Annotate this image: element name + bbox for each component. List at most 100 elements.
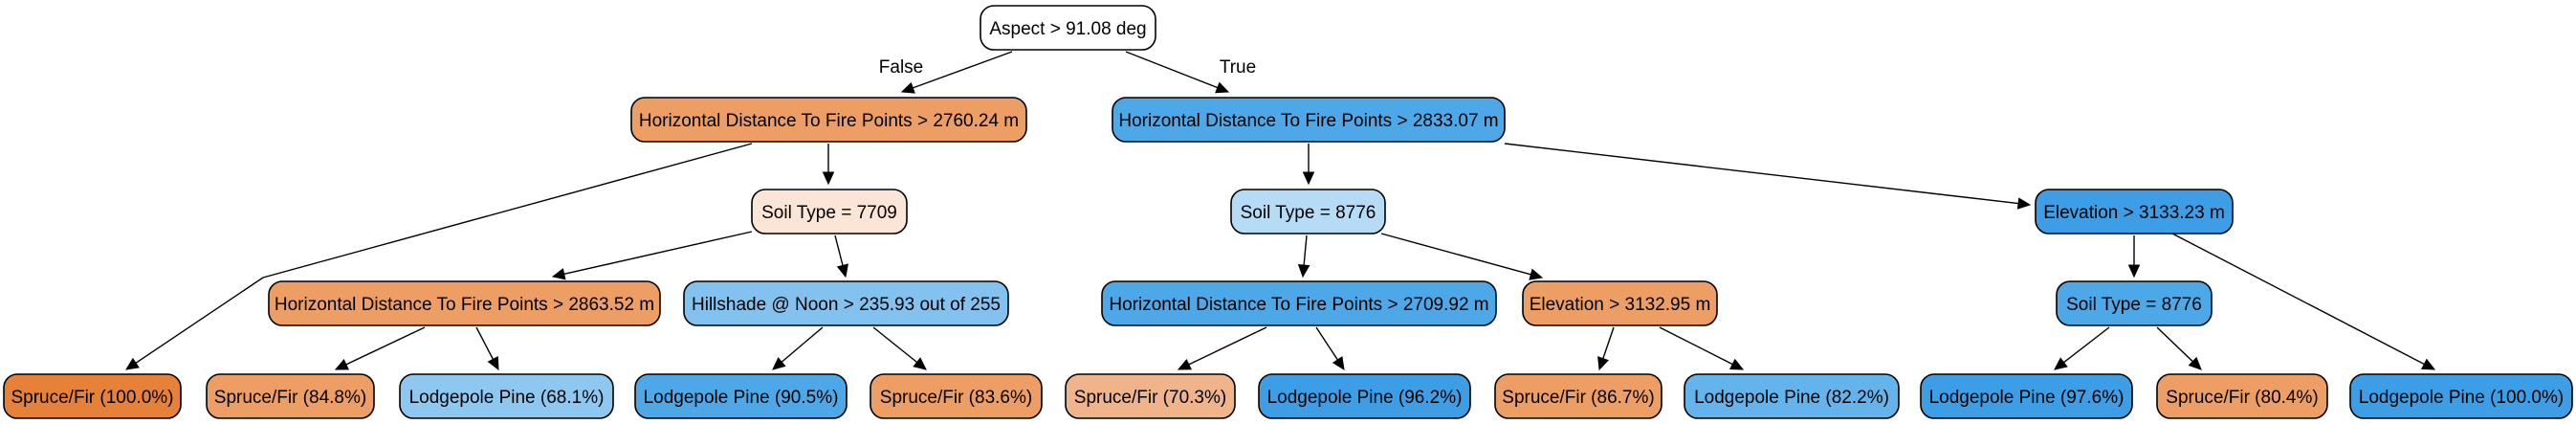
split-node-n9: Elevation > 3132.95 m xyxy=(1522,280,1718,326)
node-label: Soil Type = 7709 xyxy=(761,203,897,223)
node-box xyxy=(2035,189,2234,234)
leaf-node-l1: Spruce/Fir (100.0%) xyxy=(3,373,182,419)
edge-n10-l10 xyxy=(2054,326,2110,370)
edge-line xyxy=(781,326,824,363)
node-label: Spruce/Fir (70.3%) xyxy=(1074,388,1226,408)
node-label: Soil Type = 8776 xyxy=(1241,203,1376,223)
edge-n2-n5 xyxy=(1504,143,2032,210)
edge-line xyxy=(2156,326,2193,363)
node-box xyxy=(980,5,1156,51)
arrowhead-icon xyxy=(772,357,786,370)
node-box xyxy=(683,280,1009,326)
edge-line xyxy=(475,326,495,360)
node-box xyxy=(630,97,1027,143)
leaf-node-l10: Lodgepole Pine (97.6%) xyxy=(1920,373,2133,419)
arrowhead-icon xyxy=(1215,81,1230,94)
arrowhead-icon xyxy=(2127,264,2141,279)
split-node-n1: Horizontal Distance To Fire Points > 276… xyxy=(630,97,1027,143)
node-label: Spruce/Fir (100.0%) xyxy=(11,388,173,408)
edge-n7-l5 xyxy=(872,326,927,370)
edge-line xyxy=(1315,326,1338,361)
leaf-node-l5: Spruce/Fir (83.6%) xyxy=(870,373,1043,419)
edge-n5-l12 xyxy=(2171,233,2436,370)
arrowhead-icon xyxy=(334,358,349,370)
node-label: Spruce/Fir (80.4%) xyxy=(2166,388,2318,408)
edge-line xyxy=(345,326,426,366)
node-box xyxy=(3,373,182,419)
edge-line xyxy=(2063,326,2110,364)
node-box xyxy=(399,373,614,419)
edge-label-true: True xyxy=(1220,57,1256,78)
arrowhead-icon xyxy=(2421,358,2436,370)
node-box xyxy=(1258,373,1471,419)
edges-layer: False True xyxy=(125,51,2436,371)
arrowhead-icon xyxy=(551,268,566,280)
edge-line xyxy=(1659,326,1733,366)
edge-n2-n4 xyxy=(1302,144,1315,186)
arrowhead-icon xyxy=(2054,357,2068,370)
edge-n6-l3 xyxy=(475,326,499,371)
node-box xyxy=(268,280,661,326)
edge-n3-n6 xyxy=(551,231,753,280)
leaf-node-l12: Lodgepole Pine (100.0%) xyxy=(2349,373,2573,419)
node-box xyxy=(1684,373,1900,419)
node-box xyxy=(206,373,375,419)
node-box xyxy=(1494,373,1662,419)
node-box xyxy=(1065,373,1236,419)
split-node-n8: Horizontal Distance To Fire Points > 270… xyxy=(1101,280,1497,326)
edge-n10-l11 xyxy=(2156,326,2202,370)
node-label: Elevation > 3132.95 m xyxy=(1530,295,1711,315)
node-label: Lodgepole Pine (96.2%) xyxy=(1267,388,1463,408)
arrowhead-icon xyxy=(1529,268,1544,280)
edge-n0-n2: True xyxy=(1125,51,1256,94)
node-label: Lodgepole Pine (82.2%) xyxy=(1694,388,1889,408)
edge-line xyxy=(1125,51,1219,89)
arrowhead-icon xyxy=(900,81,915,94)
leaf-node-l4: Lodgepole Pine (90.5%) xyxy=(634,373,848,419)
node-label: Spruce/Fir (84.8%) xyxy=(214,388,366,408)
node-label: Horizontal Distance To Fire Points > 270… xyxy=(1109,295,1488,315)
node-label: Lodgepole Pine (100.0%) xyxy=(2359,388,2564,408)
edge-line xyxy=(135,143,753,364)
node-box xyxy=(2156,373,2328,419)
arrowhead-icon xyxy=(1597,356,1609,371)
edge-line xyxy=(913,51,1013,89)
leaf-node-l11: Spruce/Fir (80.4%) xyxy=(2156,373,2328,419)
node-label: Spruce/Fir (83.6%) xyxy=(880,388,1032,408)
arrowhead-icon xyxy=(1302,171,1315,186)
nodes-layer: Aspect > 91.08 deg Horizontal Distance To… xyxy=(3,5,2573,419)
edge-n8-l7 xyxy=(1315,326,1345,371)
leaf-node-l6: Spruce/Fir (70.3%) xyxy=(1065,373,1236,419)
edge-n1-n3 xyxy=(822,144,835,186)
node-box xyxy=(2056,280,2213,326)
leaf-node-l3: Lodgepole Pine (68.1%) xyxy=(399,373,614,419)
split-node-n4: Soil Type = 8776 xyxy=(1230,189,1386,234)
node-box xyxy=(1522,280,1718,326)
edge-n5-n10 xyxy=(2127,235,2141,279)
edge-line xyxy=(1504,143,2019,205)
arrowhead-icon xyxy=(836,263,848,279)
node-label: Lodgepole Pine (68.1%) xyxy=(409,388,605,408)
split-node-n3: Soil Type = 7709 xyxy=(751,189,908,234)
split-node-n6: Horizontal Distance To Fire Points > 286… xyxy=(268,280,661,326)
edge-n9-l9 xyxy=(1659,326,1745,370)
edge-n9-l8 xyxy=(1597,326,1615,371)
node-box xyxy=(751,189,908,234)
arrowhead-icon xyxy=(1297,263,1310,279)
arrowhead-icon xyxy=(1332,356,1345,371)
node-box xyxy=(1920,373,2133,419)
node-label: Lodgepole Pine (90.5%) xyxy=(644,388,839,408)
node-label: Horizontal Distance To Fire Points > 286… xyxy=(275,295,654,315)
edge-line xyxy=(872,326,918,364)
arrowhead-icon xyxy=(913,357,927,370)
edge-n0-n1: False xyxy=(879,51,1013,94)
arrowhead-icon xyxy=(125,357,140,370)
edge-line xyxy=(1188,326,1267,366)
node-label: Lodgepole Pine (97.6%) xyxy=(1929,388,2125,408)
edge-line xyxy=(2171,233,2425,366)
arrowhead-icon xyxy=(822,171,835,186)
arrowhead-icon xyxy=(2016,197,2032,210)
arrowhead-icon xyxy=(2188,356,2202,370)
split-node-n2: Horizontal Distance To Fire Points > 283… xyxy=(1112,97,1506,143)
node-label: Horizontal Distance To Fire Points > 283… xyxy=(1118,111,1498,131)
